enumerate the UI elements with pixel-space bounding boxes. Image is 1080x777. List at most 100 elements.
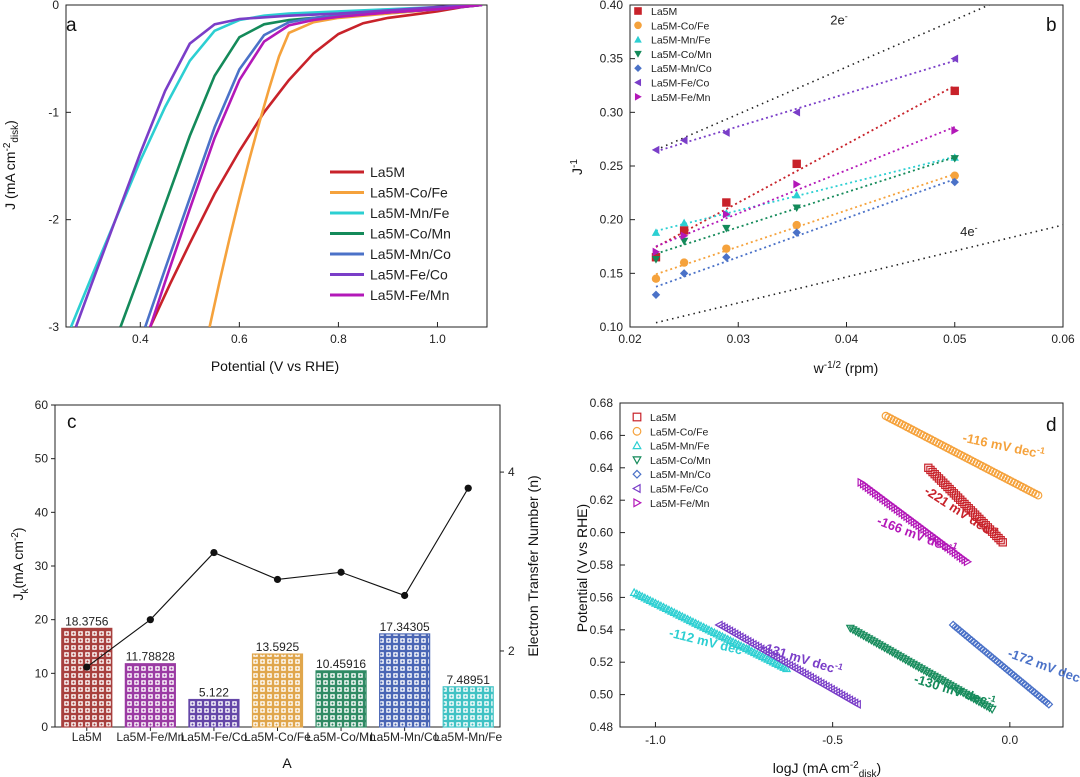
panel-c-bar [442,686,494,728]
panel-d-point [981,521,990,530]
panel-c-ylabel: Jk(mA cm-2) [10,527,31,600]
panel-d-ytick-label: 0.68 [590,396,614,410]
panel-d-point [994,533,1003,543]
panel-c-bar-value: 7.48951 [447,673,491,687]
panel-b-point [679,136,688,145]
panel-c-bar [188,698,240,728]
panel-b-point [680,231,689,240]
panel-c-y2tick-label: 2 [508,644,515,658]
panel-d-point [936,476,946,485]
panel-c-category-label: La5M-Co/Mn [306,730,375,744]
panel-b-legend-marker [634,35,642,43]
panel-c: c A Jk(mA cm-2) Electron Transfer Number… [10,398,541,771]
panel-b-4e-sup: - [975,223,978,233]
panel-b-legend-marker [634,21,642,30]
panel-c-y2label: Electron Transfer Number (n) [525,475,541,656]
panel-b-fit-line [655,84,956,248]
panel-d-point [941,480,950,490]
panel-a-xtick-label: 0.8 [330,332,347,346]
panel-b-legend-label: La5M-Co/Mn [651,49,712,61]
panel-b-point [950,177,959,187]
panel-a-ytick-label: -3 [48,320,59,334]
panel-d-point [926,465,935,475]
panel-a-xtick-label: 0.6 [231,332,248,346]
panel-c-bar-value: 5.122 [199,686,229,700]
panel-d-ylabel: Potential (V vs RHE) [574,504,590,632]
panel-d-legend-label: La5M-Mn/Fe [650,441,710,453]
panel-b-point [950,171,959,180]
panel-b-fit-line [655,126,956,248]
panel-d-slope-sup: -1 [948,539,959,551]
panel-b-point [722,253,731,262]
panel-a-label: a [66,15,77,36]
panel-d-ytick-label: 0.62 [590,493,614,507]
panel-d-legend-marker [632,412,642,422]
panel-d-point [1033,491,1043,500]
panel-d-point [939,478,948,487]
panel-d-point [973,512,982,521]
panel-d-ytick-label: 0.48 [590,720,614,734]
panel-c-bar [61,627,113,728]
panel-c-bar-value: 13.5925 [256,640,300,654]
panel-d-point [962,501,971,511]
panel-b-xtick-label: 0.05 [943,332,967,346]
panel-c-ytick-label: 30 [35,559,49,573]
panel-b-point [792,159,801,169]
panel-c-n-point [464,484,472,492]
panel-b-label: b [1046,15,1057,36]
panel-a-legend-label: La5M-Mn/Co [370,246,451,262]
panel-a-ytick-label: -2 [48,213,59,227]
panel-d-point [930,469,939,479]
panel-c-ytick-label: 20 [35,613,49,627]
panel-d-legend-label: La5M-Fe/Mn [650,498,710,510]
panel-d-point [984,704,995,713]
panel-b-point [651,256,661,264]
panel-d-point [852,699,861,709]
panel-d-ytick-label: 0.56 [590,590,614,604]
panel-b-point [950,86,959,96]
panel-b-point [722,198,731,207]
panel-d-legend-label: La5M-Mn/Co [650,469,711,481]
panel-c-bar [315,670,367,728]
panel-c-n-point [146,616,154,624]
panel-b-point [679,237,689,246]
panel-d-ytick-label: 0.64 [590,461,614,475]
panel-d-point [934,474,944,483]
panel-d-slope-sup: -1 [1036,445,1046,456]
panel-d-slope-label: -130 mV dec-1 [912,670,997,710]
panel-d-legend-marker [631,483,641,494]
panel-a-xtick-label: 0.4 [132,332,149,346]
panel-b-4e-text: 4e [960,224,974,239]
panel-c-bar [124,663,176,728]
panel-b-ytick-label: 0.25 [600,159,624,173]
panel-d-point [924,463,933,473]
panel-d-point [998,538,1007,547]
panel-d-xlabel: logJ (mA cm-2disk) [773,760,881,777]
panel-d-point [932,472,942,481]
panel-c-label: c [67,412,77,433]
panel-c-bar-value: 11.78828 [126,650,175,664]
panel-b-point [793,180,801,189]
panel-b-point [679,258,689,267]
panel-b-2e-sup: - [845,11,848,21]
panel-c-n-point [83,663,91,671]
panel-c-xlabel: A [282,755,292,771]
panel-d-label: d [1046,415,1057,436]
panel-d-ytick-label: 0.50 [590,688,614,702]
panel-d-point [977,516,986,526]
panel-d-ytick-label: 0.52 [590,655,614,669]
panel-d-ytick-label: 0.60 [590,526,614,540]
panel-c-ytick-label: 0 [41,720,48,734]
panel-b-point [679,226,689,235]
panel-b-point [950,155,959,163]
panel-c-n-point [210,548,218,557]
panel-d-legend-marker [632,456,642,465]
panel-b-fit-line [655,173,956,276]
panel-a-frame [65,4,488,328]
panel-d-point [985,525,995,534]
panel-b-point [722,128,730,137]
panel-d-xtick-label: -0.5 [822,733,843,747]
panel-c-ytick-label: 10 [35,666,49,680]
panel-c-category-label: La5M-Mn/Co [370,730,440,744]
